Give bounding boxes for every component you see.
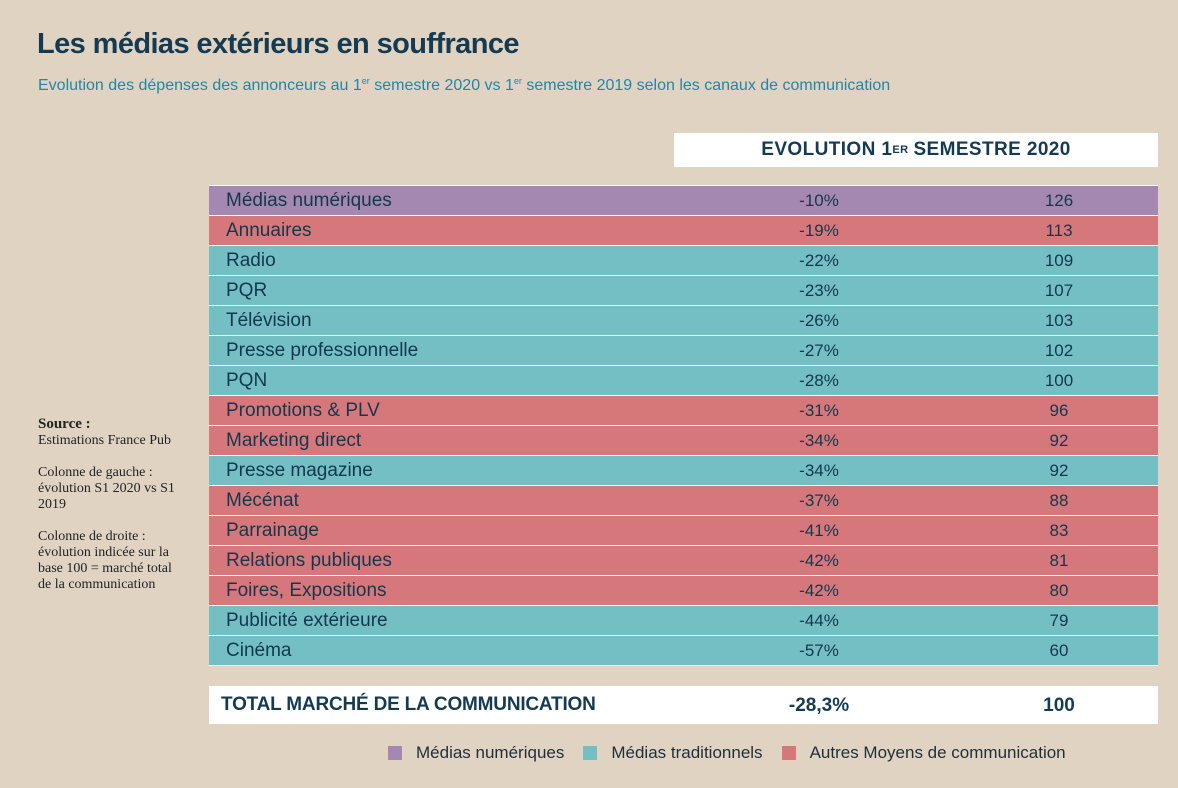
row-label: Annuaires (226, 220, 312, 241)
row-index: 92 (1049, 431, 1069, 450)
table-row: Cinéma -57% 60 (209, 636, 1158, 666)
row-label: Publicité extérieure (226, 610, 388, 631)
source-text: Estimations France Pub (38, 433, 171, 448)
subtitle: Evolution des dépenses des annonceurs au… (38, 77, 890, 95)
row-label: Cinéma (226, 640, 292, 661)
legend-swatch (781, 746, 796, 760)
legend-item: Autres Moyens de communication (781, 743, 1066, 763)
legend: Médias numériques Médias traditionnels Aut… (388, 740, 1085, 766)
row-index: 83 (1049, 521, 1069, 540)
table-row: Publicité extérieure -44% 79 (209, 606, 1158, 636)
table-row: Promotions & PLV -31% 96 (209, 396, 1158, 426)
row-evolution: -37% (799, 491, 839, 510)
table-row: PQN -28% 100 (209, 366, 1158, 396)
table-row: Foires, Expositions -42% 80 (209, 576, 1158, 606)
legend-item: Médias numériques (388, 743, 564, 763)
legend-item: Médias traditionnels (583, 743, 763, 763)
row-index: 100 (1044, 371, 1074, 390)
column-header: EVOLUTION 1 ER SEMESTRE 2020 (674, 133, 1158, 167)
row-label: PQR (226, 280, 268, 301)
row-label: Relations publiques (226, 550, 392, 571)
row-evolution: -23% (799, 281, 839, 300)
column-header-part2: SEMESTRE 2020 (913, 139, 1071, 160)
row-evolution: -28% (799, 371, 839, 390)
source-label: Source : (38, 416, 91, 432)
legend-swatch (583, 746, 598, 760)
row-evolution: -31% (799, 401, 839, 420)
table-row: Marketing direct -34% 92 (209, 426, 1158, 456)
total-label: TOTAL MARCHÉ DE LA COMMUNICATION (221, 694, 596, 715)
table-row: PQR -23% 107 (209, 276, 1158, 306)
row-label: Promotions & PLV (226, 400, 380, 421)
row-index: 126 (1044, 191, 1074, 210)
row-evolution: -42% (799, 551, 839, 570)
row-index: 103 (1044, 311, 1074, 330)
row-evolution: -10% (799, 191, 839, 210)
row-label: Mécénat (226, 490, 299, 511)
row-evolution: -41% (799, 521, 839, 540)
row-evolution: -44% (799, 611, 839, 630)
row-index: 79 (1049, 611, 1069, 630)
row-index: 92 (1049, 461, 1069, 480)
table-row: Presse magazine -34% 92 (209, 456, 1158, 486)
table-row: Radio -22% 109 (209, 246, 1158, 276)
total-index: 100 (1043, 695, 1075, 716)
legend-label: Autres Moyens de communication (809, 743, 1066, 762)
table-row: Médias numériques -10% 126 (209, 186, 1158, 216)
table-row: Parrainage -41% 83 (209, 516, 1158, 546)
row-label: PQN (226, 370, 268, 391)
row-index: 88 (1049, 491, 1069, 510)
page-title: Les médias extérieurs en souffrance (37, 28, 519, 60)
row-index: 81 (1049, 551, 1069, 570)
row-label: Télévision (226, 310, 312, 331)
row-evolution: -19% (799, 221, 839, 240)
table-row: Annuaires -19% 113 (209, 216, 1158, 246)
total-evolution: -28,3% (788, 695, 850, 716)
table-row: Télévision -26% 103 (209, 306, 1158, 336)
row-evolution: -26% (799, 311, 839, 330)
subtitle-sup1: er (361, 76, 370, 86)
row-index: 109 (1044, 251, 1074, 270)
total-row: TOTAL MARCHÉ DE LA COMMUNICATION -28,3% … (209, 686, 1158, 724)
table-row: Relations publiques -42% 81 (209, 546, 1158, 576)
row-index: 60 (1049, 641, 1069, 660)
row-label: Parrainage (226, 520, 319, 541)
table-row: Mécénat -37% 88 (209, 486, 1158, 516)
row-label: Foires, Expositions (226, 580, 387, 601)
table-row: Presse professionnelle -27% 102 (209, 336, 1158, 366)
right-column-note: Colonne de droite : évolution indicée su… (38, 529, 172, 592)
subtitle-sup2: er (513, 76, 522, 86)
source-note: Source : Estimations France Pub (38, 416, 188, 449)
row-index: 113 (1045, 221, 1073, 240)
row-label: Médias numériques (226, 190, 392, 211)
subtitle-part2: semestre 2020 vs 1 (369, 77, 514, 94)
row-evolution: -57% (799, 641, 839, 660)
row-index: 96 (1049, 401, 1069, 420)
subtitle-part3: semestre 2019 selon les canaux de commun… (521, 77, 891, 94)
row-label: Presse professionnelle (226, 340, 419, 361)
left-column-note: Colonne de gauche : évolution S1 2020 vs… (38, 465, 175, 512)
notes: Source : Estimations France Pub Colonne … (38, 416, 188, 609)
row-label: Presse magazine (226, 460, 373, 481)
row-label: Radio (226, 250, 276, 271)
legend-label: Médias traditionnels (611, 743, 763, 762)
row-index: 107 (1044, 281, 1074, 300)
row-index: 102 (1044, 341, 1074, 360)
row-evolution: -34% (799, 461, 839, 480)
legend-label: Médias numériques (416, 743, 565, 762)
column-header-part1: EVOLUTION 1 (761, 139, 893, 160)
row-evolution: -42% (799, 581, 839, 600)
row-evolution: -34% (799, 431, 839, 450)
legend-swatch (388, 746, 402, 760)
subtitle-part1: Evolution des dépenses des annonceurs au… (38, 77, 362, 94)
row-evolution: -22% (799, 251, 839, 270)
row-index: 80 (1049, 581, 1069, 600)
row-evolution: -27% (799, 341, 839, 360)
data-table: Médias numériques -10% 126 Annuaires -19% 113… (209, 185, 1158, 666)
row-label: Marketing direct (226, 430, 362, 451)
